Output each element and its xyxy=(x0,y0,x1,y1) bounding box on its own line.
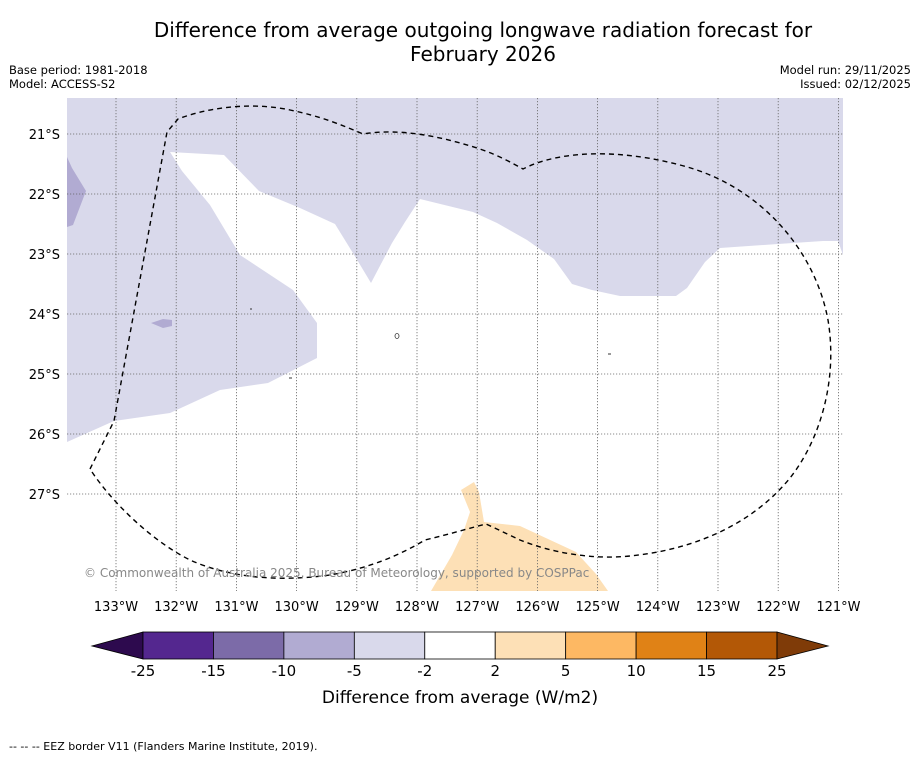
anomaly-patch-small xyxy=(151,319,172,328)
colorbar-bin xyxy=(142,631,214,660)
lon-label: 130°W xyxy=(275,600,319,615)
colorbar-tick: -25 xyxy=(131,662,156,680)
lon-label: 125°W xyxy=(576,600,620,615)
colorbar-tick: -2 xyxy=(417,662,432,680)
lon-label: 131°W xyxy=(214,600,258,615)
model-run: Model run: 29/11/2025 xyxy=(779,63,911,77)
anomaly-region-orange xyxy=(431,482,608,591)
colorbar-tick-labels: -25 -15 -10 -5 -2 2 5 10 15 25 xyxy=(131,662,787,680)
lat-label: 21°S xyxy=(29,128,60,143)
model-name: Model: ACCESS-S2 xyxy=(9,77,116,91)
colorbar-tick: -15 xyxy=(201,662,226,680)
lon-label: 129°W xyxy=(335,600,379,615)
lon-label: 132°W xyxy=(154,600,198,615)
colorbar-bin xyxy=(635,631,707,660)
lat-label: 22°S xyxy=(29,188,60,203)
meta-left: Base period: 1981-2018 Model: ACCESS-S2 xyxy=(9,63,148,91)
map-title: Difference from average outgoing longwav… xyxy=(0,18,919,66)
anomaly-region-light-purple xyxy=(67,98,843,442)
copyright-text: © Commonwealth of Australia 2025, Bureau… xyxy=(84,566,589,580)
lat-label: 25°S xyxy=(29,368,60,383)
lon-label: 124°W xyxy=(636,600,680,615)
lon-label: 123°W xyxy=(696,600,740,615)
latitude-labels: 21°S 22°S 23°S 24°S 25°S 26°S 27°S xyxy=(29,128,60,503)
colorbar-bin xyxy=(213,631,285,660)
colorbar-over-arrow xyxy=(776,631,830,660)
colorbar-tick: -10 xyxy=(272,662,297,680)
longitude-labels: 133°W 132°W 131°W 130°W 129°W 128°W 127°W 126°W… xyxy=(94,600,861,615)
lat-label: 26°S xyxy=(29,428,60,443)
colorbar-bin xyxy=(565,631,637,660)
lon-label: 126°W xyxy=(515,600,559,615)
colorbar-bin xyxy=(494,631,567,660)
lon-label: 121°W xyxy=(816,600,860,615)
title-line-2: February 2026 xyxy=(410,42,556,66)
colorbar-tick: 25 xyxy=(767,662,786,680)
contour-speck xyxy=(394,333,400,339)
lat-label: 23°S xyxy=(29,248,60,263)
map-area: © Commonwealth of Australia 2025, Bureau… xyxy=(67,98,843,591)
eez-border xyxy=(89,105,832,579)
lon-label: 128°W xyxy=(395,600,439,615)
colorbar-bin xyxy=(353,631,426,660)
colorbar: -25 -15 -10 -5 -2 2 5 10 15 25 Difference from av… xyxy=(90,631,830,708)
issued-date: Issued: 02/12/2025 xyxy=(800,77,911,91)
lat-label: 27°S xyxy=(29,488,60,503)
colorbar-tick: 10 xyxy=(627,662,646,680)
colorbar-under-arrow xyxy=(90,631,144,660)
colorbar-label: Difference from average (W/m2) xyxy=(322,688,598,708)
anomaly-patch-west xyxy=(67,157,86,227)
colorbar-tick: 5 xyxy=(561,662,571,680)
meta-right: Model run: 29/11/2025 Issued: 02/12/2025 xyxy=(780,63,911,91)
base-period: Base period: 1981-2018 xyxy=(9,63,148,77)
colorbar-tick: 15 xyxy=(697,662,716,680)
lon-label: 127°W xyxy=(455,600,499,615)
colorbar-tick: 2 xyxy=(490,662,500,680)
lon-label: 133°W xyxy=(94,600,138,615)
eez-footnote: -- -- -- EEZ border V11 (Flanders Marine… xyxy=(9,740,318,753)
colorbar-bin xyxy=(424,631,496,660)
lon-label: 122°W xyxy=(756,600,800,615)
colorbar-bins xyxy=(142,631,778,660)
colorbar-bin xyxy=(283,631,355,660)
lat-label: 24°S xyxy=(29,308,60,323)
title-line-1: Difference from average outgoing longwav… xyxy=(153,18,813,42)
gridlines xyxy=(67,98,843,591)
colorbar-tick: -5 xyxy=(347,662,362,680)
colorbar-bin xyxy=(706,631,778,660)
